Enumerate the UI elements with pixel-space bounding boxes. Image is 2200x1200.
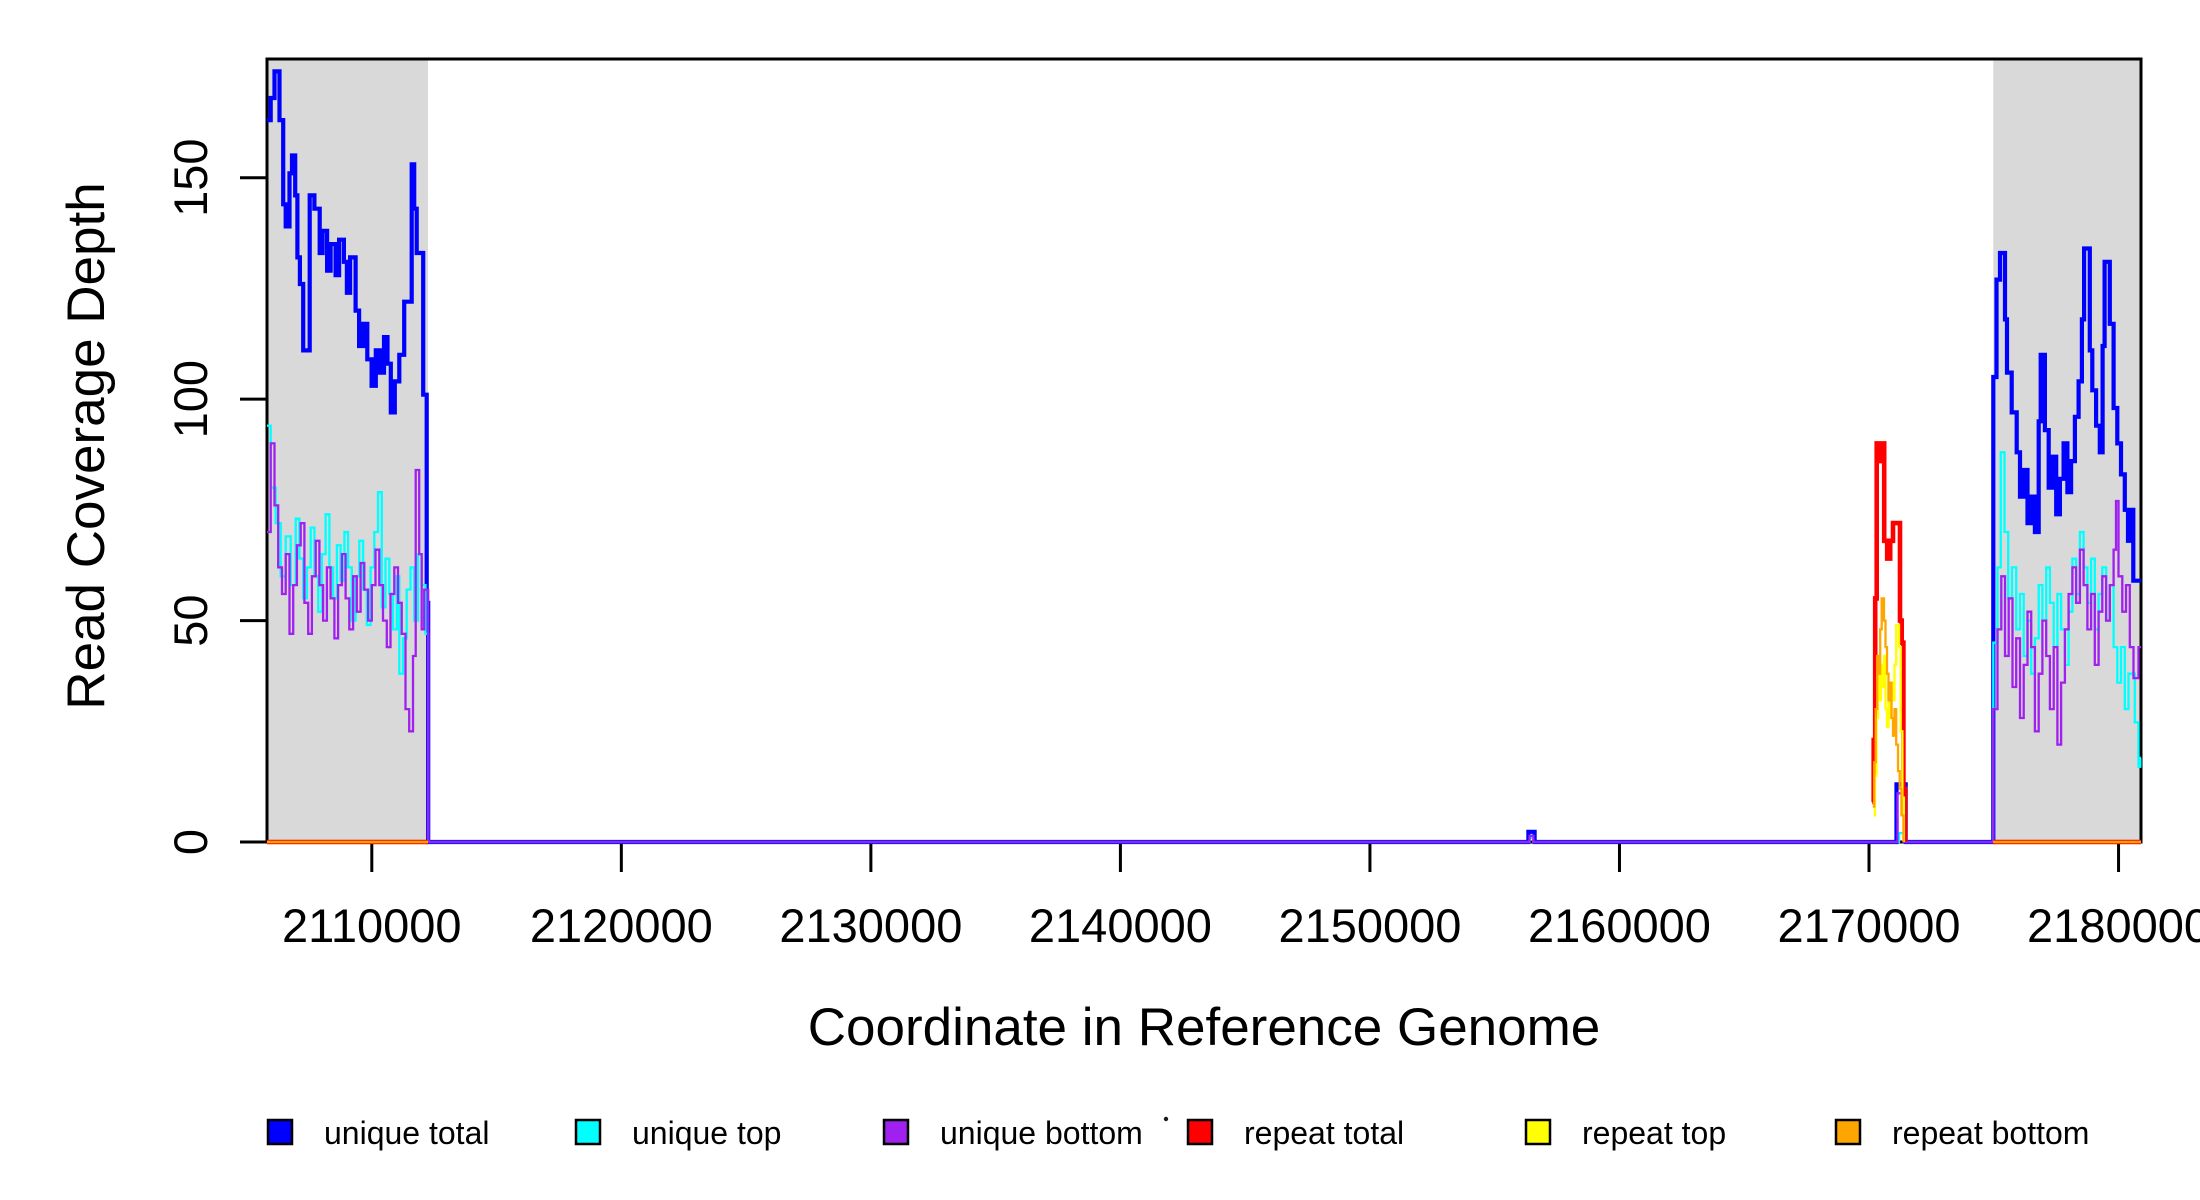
x-tick-label: 2140000 bbox=[1029, 899, 1212, 952]
x-tick-label: 2120000 bbox=[530, 899, 713, 952]
legend-label-repeat-top: repeat top bbox=[1582, 1115, 1726, 1151]
axis-ticks: 2110000 2120000 2130000 2140000 2150000 21600… bbox=[164, 138, 2200, 952]
plot-border bbox=[265, 57, 2143, 844]
series-repeat-bottom bbox=[1872, 597, 1905, 842]
series-repeat-total bbox=[1871, 441, 1908, 842]
stray-mark bbox=[1163, 1116, 1169, 1122]
x-axis-title: Coordinate in Reference Genome bbox=[808, 998, 1601, 1057]
coverage-series bbox=[267, 69, 2142, 845]
legend-swatch-unique-bottom bbox=[882, 1118, 910, 1146]
x-tick-label: 2170000 bbox=[1778, 899, 1961, 952]
legend: unique total unique top unique bottom repea… bbox=[266, 1115, 2089, 1151]
series-unique-top bbox=[267, 424, 2142, 844]
y-tick-label: 150 bbox=[164, 138, 217, 216]
x-tick-label: 2130000 bbox=[779, 899, 962, 952]
x-tick-label: 2160000 bbox=[1528, 899, 1711, 952]
legend-label-unique-total: unique total bbox=[324, 1115, 489, 1151]
y-tick-label: 0 bbox=[164, 829, 217, 855]
y-tick-label: 50 bbox=[164, 594, 217, 646]
legend-label-repeat-bottom: repeat bottom bbox=[1892, 1115, 2089, 1151]
plot-box bbox=[265, 57, 2143, 844]
legend-label-repeat-total: repeat total bbox=[1244, 1115, 1404, 1151]
legend-swatch-repeat-bottom bbox=[1834, 1118, 1862, 1146]
x-tick-label: 2180000 bbox=[2027, 899, 2200, 952]
legend-label-unique-top: unique top bbox=[632, 1115, 781, 1151]
legend-label-unique-bottom: unique bottom bbox=[940, 1115, 1143, 1151]
x-tick-label: 2110000 bbox=[282, 899, 462, 952]
series-unique-bottom bbox=[267, 442, 2141, 844]
legend-swatch-unique-top bbox=[574, 1118, 602, 1146]
x-tick-label: 2150000 bbox=[1278, 899, 1461, 952]
series-unique-total bbox=[267, 69, 2141, 845]
legend-swatch-repeat-top bbox=[1524, 1118, 1552, 1146]
legend-swatch-unique-total bbox=[266, 1118, 294, 1146]
shaded-regions bbox=[267, 59, 2141, 842]
y-axis-title: Read Coverage Depth bbox=[57, 182, 116, 709]
legend-swatch-repeat-total bbox=[1186, 1118, 1214, 1146]
y-tick-label: 100 bbox=[164, 360, 217, 438]
